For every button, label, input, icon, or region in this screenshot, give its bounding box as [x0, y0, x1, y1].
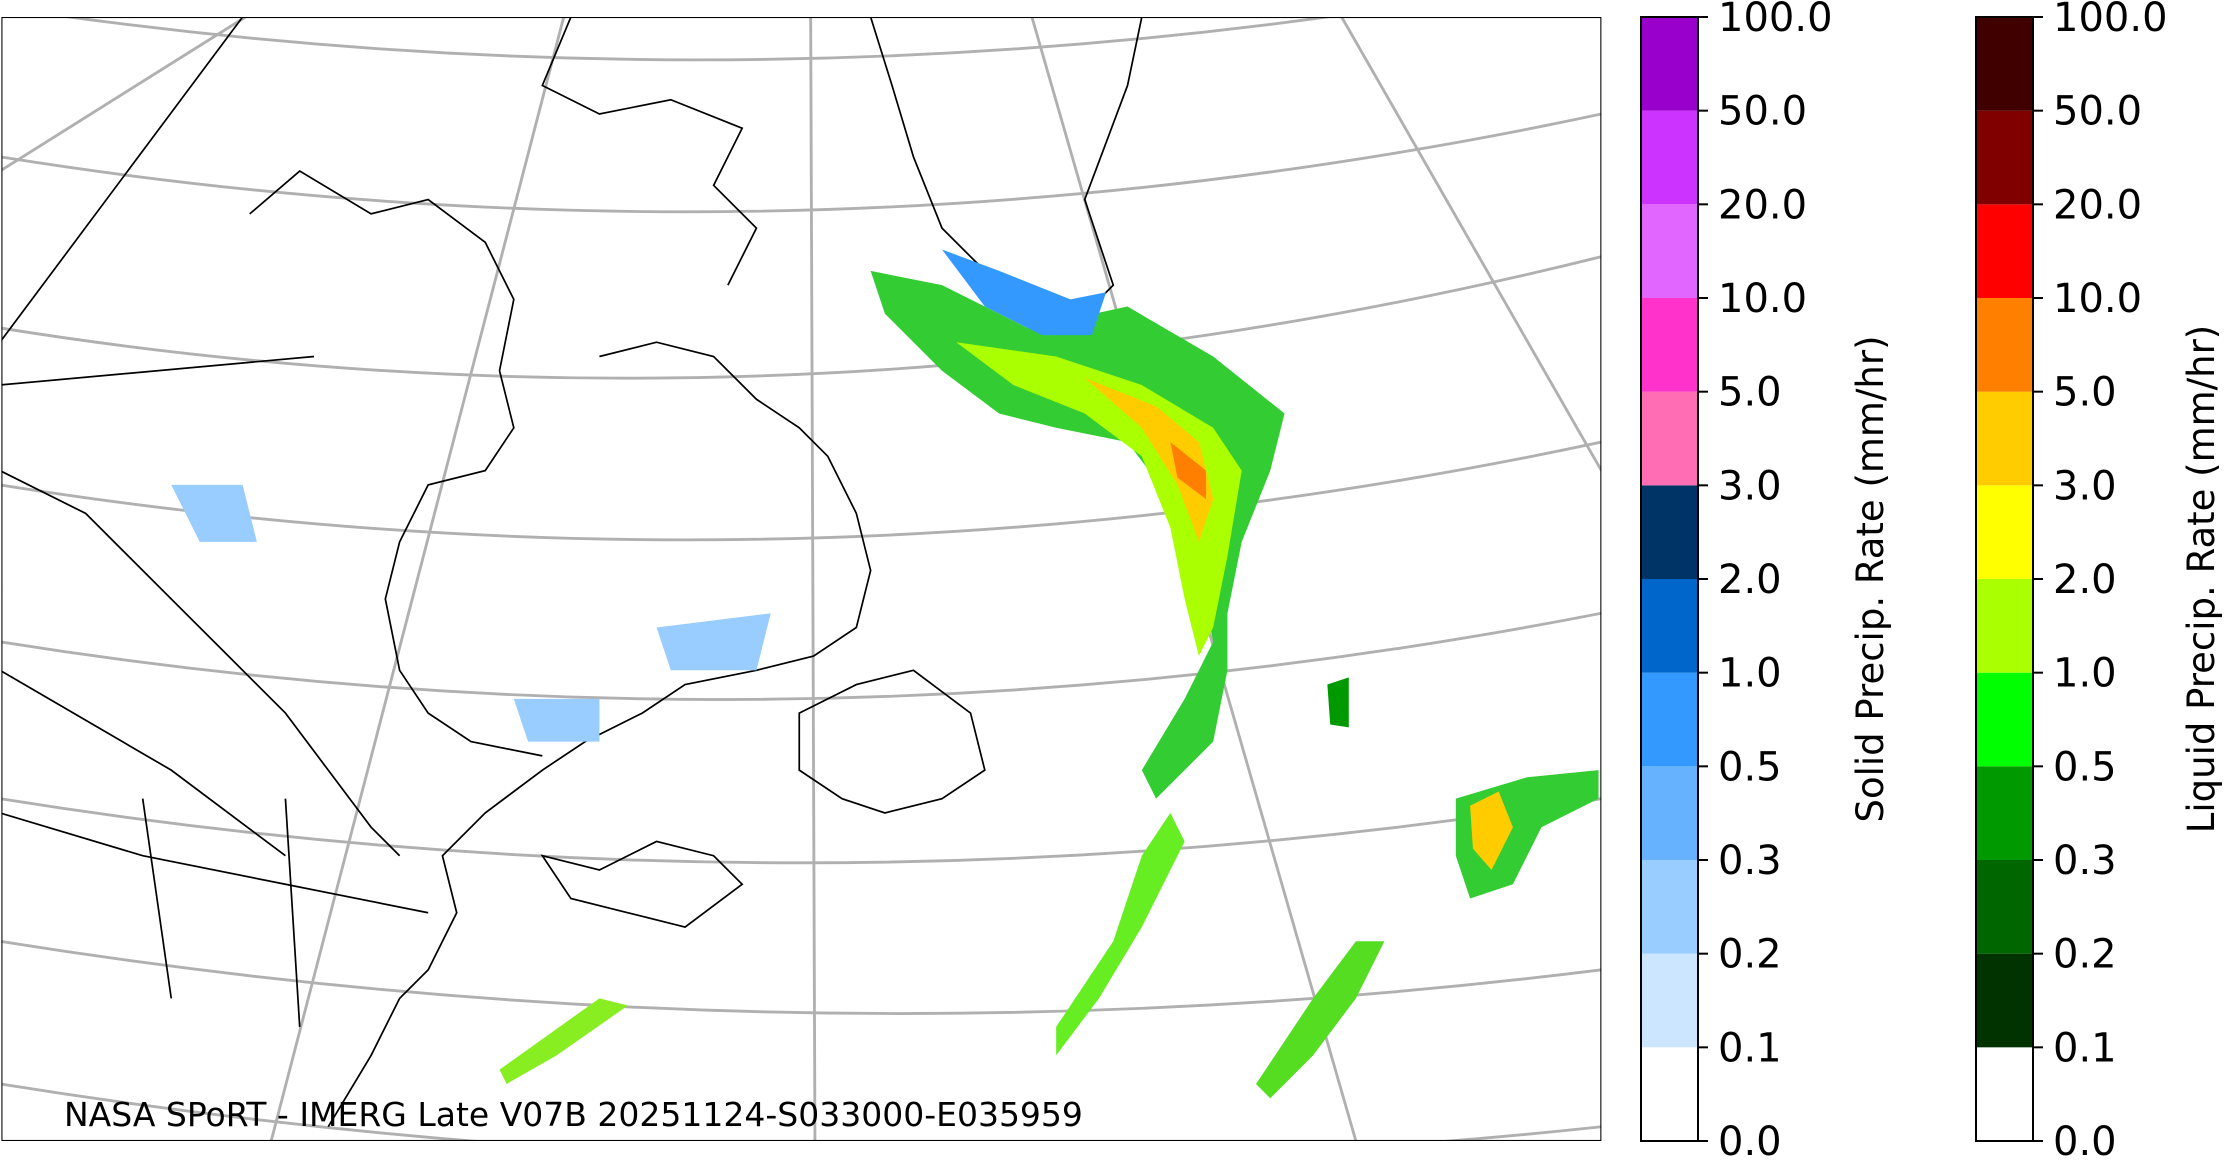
- caption: NASA SPoRT - IMERG Late V07B 20251124-S0…: [64, 1095, 1083, 1134]
- colorbar-bin: [1976, 298, 2033, 392]
- colorbar-tick-label: 5.0: [1718, 370, 1782, 416]
- colorbar-tick-label: 2.0: [1718, 557, 1782, 603]
- colorbar-tick-label: 20.0: [2053, 182, 2142, 228]
- colorbar-bin: [1641, 110, 1698, 205]
- colorbar-tick-label: 1.0: [1718, 651, 1782, 697]
- colorbar-bin: [1976, 110, 2033, 205]
- colorbar-tick-label: 3.0: [1718, 463, 1782, 509]
- colorbar-tick-label: 5.0: [2053, 370, 2117, 416]
- colorbar-bin: [1641, 391, 1698, 486]
- colorbar-bin: [1976, 391, 2033, 486]
- colorbar-bin: [1641, 953, 1698, 1048]
- colorbar-tick-label: 1.0: [2053, 651, 2117, 697]
- colorbar-tick-label: 20.0: [1718, 182, 1807, 228]
- colorbar-label: Liquid Precip. Rate (mm/hr): [2180, 325, 2223, 834]
- colorbar-bin: [1641, 579, 1698, 673]
- colorbar-tick-label: 2.0: [2053, 557, 2117, 603]
- colorbar-bin: [1641, 1047, 1698, 1141]
- colorbar-tick-label: 50.0: [1718, 89, 1807, 135]
- colorbar-tick-label: 0.0: [1718, 1119, 1782, 1165]
- colorbar-bin: [1641, 204, 1698, 298]
- colorbar-bin: [1976, 485, 2033, 579]
- map-frame: [1, 17, 1602, 1141]
- colorbar-tick-label: 0.0: [2053, 1119, 2117, 1165]
- colorbar-tick-label: 0.2: [1718, 932, 1782, 978]
- colorbar-bin: [1976, 1047, 2033, 1141]
- colorbar-tick-label: 100.0: [2053, 0, 2168, 41]
- colorbar-label: Solid Precip. Rate (mm/hr): [1849, 335, 1892, 822]
- colorbar-bin: [1976, 17, 2033, 111]
- colorbar-bin: [1641, 298, 1698, 392]
- colorbar-tick-label: 0.3: [1718, 838, 1782, 884]
- precipitation: [171, 249, 1599, 1099]
- colorbar-bin: [1976, 672, 2033, 767]
- colorbar-bin: [1976, 860, 2033, 954]
- colorbar-tick-label: 0.3: [2053, 838, 2117, 884]
- colorbar-tick-label: 10.0: [1718, 276, 1807, 322]
- colorbar-tick-label: 50.0: [2053, 89, 2142, 135]
- colorbar-bin: [1976, 579, 2033, 673]
- colorbar-tick-label: 0.5: [1718, 744, 1782, 790]
- colorbar-bin: [1641, 17, 1698, 111]
- colorbar-tick-label: 0.2: [2053, 932, 2117, 978]
- colorbar-bin: [1976, 953, 2033, 1048]
- colorbar-tick-label: 0.5: [2053, 744, 2117, 790]
- colorbar-tick-label: 0.1: [1718, 1025, 1782, 1071]
- colorbar-tick-label: 100.0: [1718, 0, 1833, 41]
- colorbar-bin: [1976, 204, 2033, 298]
- colorbar-tick-label: 10.0: [2053, 276, 2142, 322]
- colorbar-bin: [1641, 860, 1698, 954]
- colorbar-tick-label: 0.1: [2053, 1025, 2117, 1071]
- colorbar-tick-label: 3.0: [2053, 463, 2117, 509]
- colorbar-bin: [1641, 766, 1698, 860]
- colorbar-bin: [1641, 485, 1698, 579]
- colorbar-bin: [1641, 672, 1698, 767]
- coastlines: [1, 17, 1143, 1128]
- colorbar-bin: [1976, 766, 2033, 860]
- map: [1, 17, 1602, 1141]
